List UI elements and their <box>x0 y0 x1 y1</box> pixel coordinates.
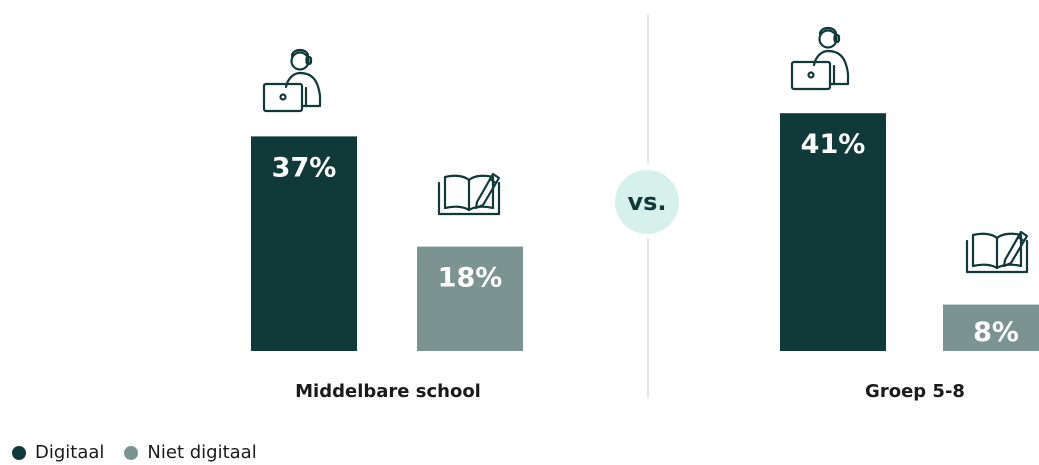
category-label-groep-5-8: Groep 5-8 <box>865 381 965 402</box>
legend-swatch-niet-digitaal <box>124 445 139 460</box>
open-book-pencil-icon <box>437 172 501 216</box>
data-label-digitaal-groep-5-8: 41% <box>801 129 866 160</box>
data-label-niet-digitaal-groep-5-8: 8% <box>973 317 1019 348</box>
bar-digitaal-groep-5-8 <box>780 113 886 351</box>
person-laptop-icon <box>790 26 850 91</box>
bar-niet-digitaal-groep-5-8 <box>943 304 1039 351</box>
legend-swatch-digitaal <box>12 445 26 460</box>
bar-digitaal-middelbare-school <box>251 136 357 351</box>
legend: Digitaal Niet digitaal <box>12 442 277 463</box>
legend-label-niet-digitaal: Niet digitaal <box>147 442 257 463</box>
bar-niet-digitaal-middelbare-school <box>417 246 523 351</box>
legend-label-digitaal: Digitaal <box>35 442 105 463</box>
vs-badge <box>615 170 679 234</box>
data-label-niet-digitaal-middelbare-school: 18% <box>438 263 503 294</box>
legend-item-digitaal: Digitaal <box>12 442 104 463</box>
category-label-middelbare-school: Middelbare school <box>295 381 481 402</box>
legend-item-niet-digitaal: Niet digitaal <box>124 442 257 463</box>
data-label-digitaal-middelbare-school: 37% <box>272 152 337 183</box>
open-book-pencil-icon <box>965 230 1029 274</box>
vs-label: vs. <box>627 188 666 216</box>
person-laptop-icon <box>262 48 322 113</box>
